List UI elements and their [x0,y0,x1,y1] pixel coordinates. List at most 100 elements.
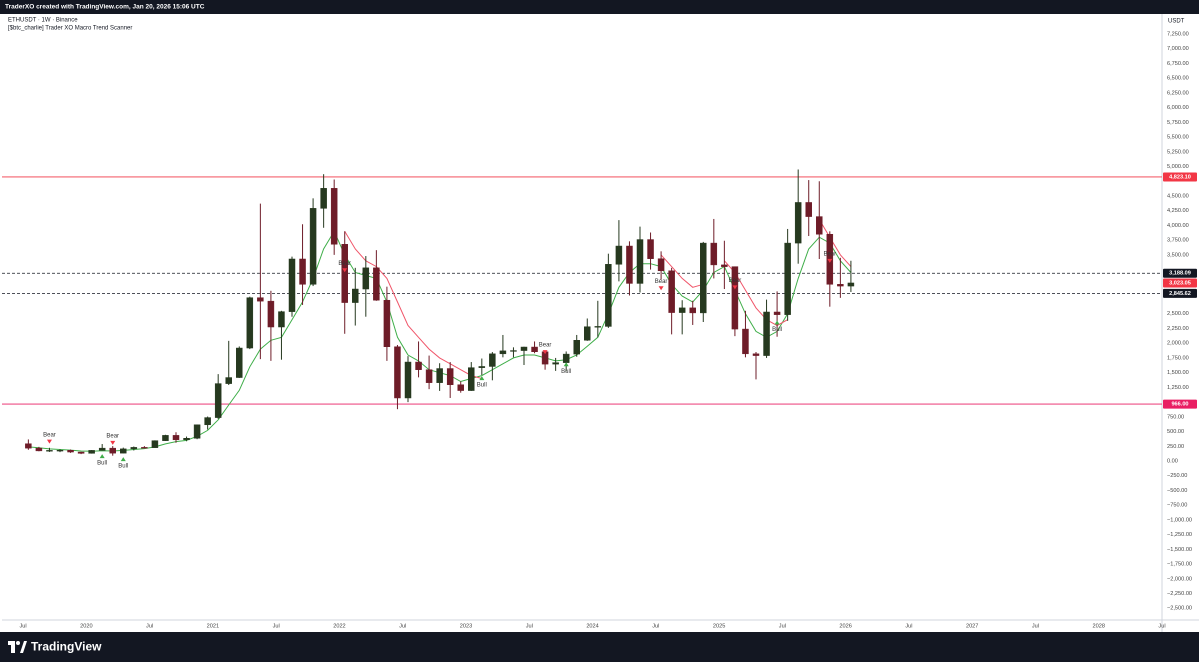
candle-body [257,297,264,302]
candle-body [236,347,243,378]
candle-body [246,297,254,349]
candle-body [425,369,433,383]
x-tick-label: 2025 [713,623,725,629]
y-tick-label: 6,250.00 [1167,90,1189,96]
candle-body [520,346,528,351]
candle-body [721,264,728,267]
y-tick-label: 5,750.00 [1167,120,1189,126]
signal-marker [46,439,52,444]
candle-body [615,245,623,265]
signal-marker [542,350,548,355]
candle-body [341,244,348,303]
y-tick-label: 2,000.00 [1167,341,1189,347]
y-tick-label: 2,500.00 [1167,311,1189,317]
x-tick-label: Jul [652,623,659,629]
signal-label: Bear [729,278,742,284]
candle-body [25,443,32,449]
candle-body [700,242,707,314]
candle-body [109,447,116,454]
candle-body [362,267,370,290]
y-tick-label: 1,500.00 [1167,370,1189,376]
y-tick-label: −750.00 [1167,503,1187,509]
candle-body [499,350,507,355]
signal-marker [342,268,348,273]
x-tick-label: Jul [905,623,912,629]
y-tick-label: 6,500.00 [1167,76,1189,82]
y-tick-label: −2,000.00 [1167,576,1192,582]
x-tick-label: Jul [146,623,153,629]
signal-label: Bull [118,464,128,470]
x-tick-label: Jul [526,623,533,629]
candle-body [35,447,43,452]
signal-label: Bear [43,432,56,438]
candle-body [394,346,401,399]
price-label: 4,823.10 [1169,174,1191,180]
footer-brand: TradingView [31,640,102,654]
candle-body [383,299,391,347]
candle-body [668,270,675,313]
y-tick-label: 500.00 [1167,429,1184,435]
y-tick-label: 7,000.00 [1167,46,1189,52]
price-label: 3,023.05 [1169,280,1191,286]
signal-label: Bear [539,343,552,349]
candle-body [784,242,791,315]
candle-body [742,328,749,355]
signal-label: Bear [106,433,119,439]
candle-body [67,450,74,453]
candle-body [584,326,591,341]
price-label-box [1163,172,1197,182]
price-label: 3,188.09 [1169,271,1191,277]
price-label-box [1163,399,1197,409]
x-tick-label: 2022 [333,623,345,629]
candle-body [320,188,327,209]
candle-body [510,350,517,352]
signal-label: Bear [338,261,351,267]
signal-label: Bull [97,461,107,467]
footer-bar [0,632,1199,662]
candle-body [773,311,781,315]
y-tick-label: −500.00 [1167,488,1187,494]
candle-body [162,435,169,441]
x-tick-label: 2026 [839,623,851,629]
signal-marker [774,320,780,325]
x-tick-label: Jul [399,623,406,629]
y-tick-label: −2,500.00 [1167,606,1192,612]
candle-body [552,362,559,365]
price-label-box [1163,268,1197,278]
candle-body [489,353,496,367]
candle-body [689,307,696,314]
signal-marker [99,454,105,459]
candle-body [98,447,106,451]
signal-label: Bear [655,279,668,285]
x-tick-label: 2027 [966,623,978,629]
y-tick-label: 0.00 [1167,458,1178,464]
y-tick-label: 2,250.00 [1167,326,1189,332]
signal-marker [827,258,833,263]
y-tick-label: 7,250.00 [1167,32,1189,38]
candle-body [288,258,296,312]
candle-body [404,361,412,399]
candle-body [573,340,580,355]
candle-body [837,284,844,287]
candle-body [415,361,422,370]
x-tick-label: 2023 [460,623,472,629]
x-tick-label: Jul [779,623,786,629]
candle-body [352,288,359,303]
x-tick-label: 2020 [80,623,92,629]
x-tick-label: Jul [20,623,27,629]
price-label-box [1163,288,1197,298]
candle-body [56,450,64,452]
candle-body [130,447,138,450]
price-unit: USDT [1168,19,1185,25]
candle-body [657,258,665,272]
header-text: TraderXO created with TradingView.com, J… [5,4,205,11]
y-tick-label: 5,000.00 [1167,164,1189,170]
y-tick-label: 750.00 [1167,414,1184,420]
candle-body [204,417,211,426]
candle-body [77,451,85,454]
x-tick-label: Jul [1158,623,1165,629]
candle-body [373,267,380,301]
header-bar [0,0,1199,14]
candle-body [794,202,802,244]
candle-body [647,239,654,259]
